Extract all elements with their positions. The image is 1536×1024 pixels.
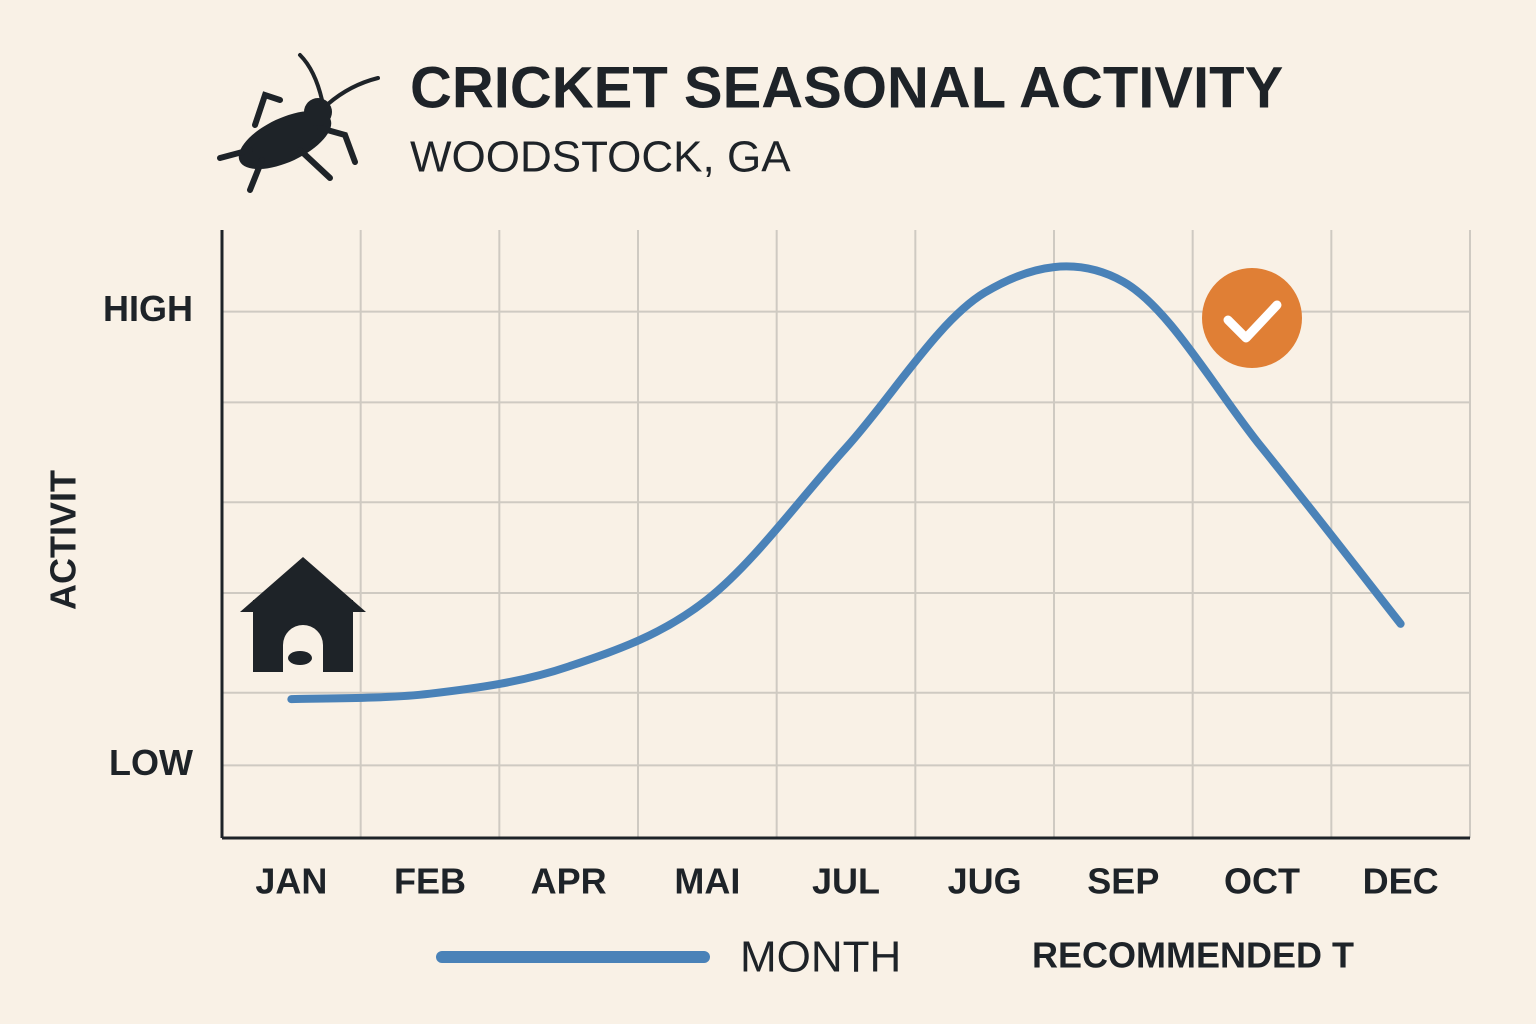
legend-label: MONTH [740,933,901,982]
x-tick-label: FEB [394,861,466,902]
house-icon [240,557,366,672]
x-tick-label: DEC [1363,861,1439,902]
chart-subtitle: WOODSTOCK, GA [410,133,791,182]
cricket-icon [217,53,380,193]
x-tick-label: OCT [1224,861,1300,902]
y-axis-label: ACTIVIT [43,470,84,610]
x-tick-label: JUL [812,861,880,902]
x-tick-label: SEP [1087,861,1159,902]
y-tick-label: LOW [109,742,193,783]
x-tick-label: JUG [948,861,1022,902]
plot-area: LOW HIGH JAN FEB APR MAI JUL JUG SEP OCT DEC [103,230,1471,902]
x-tick-label: MAI [674,861,740,902]
series-line [287,262,1405,704]
annotation: RECOMMENDED T [1032,935,1354,976]
check-icon [1202,268,1302,368]
x-tick-label: APR [531,861,607,902]
chart-title: CRICKET SEASONAL ACTIVITY [410,55,1283,120]
y-tick-label: HIGH [103,288,193,329]
x-tick-label: JAN [255,861,327,902]
